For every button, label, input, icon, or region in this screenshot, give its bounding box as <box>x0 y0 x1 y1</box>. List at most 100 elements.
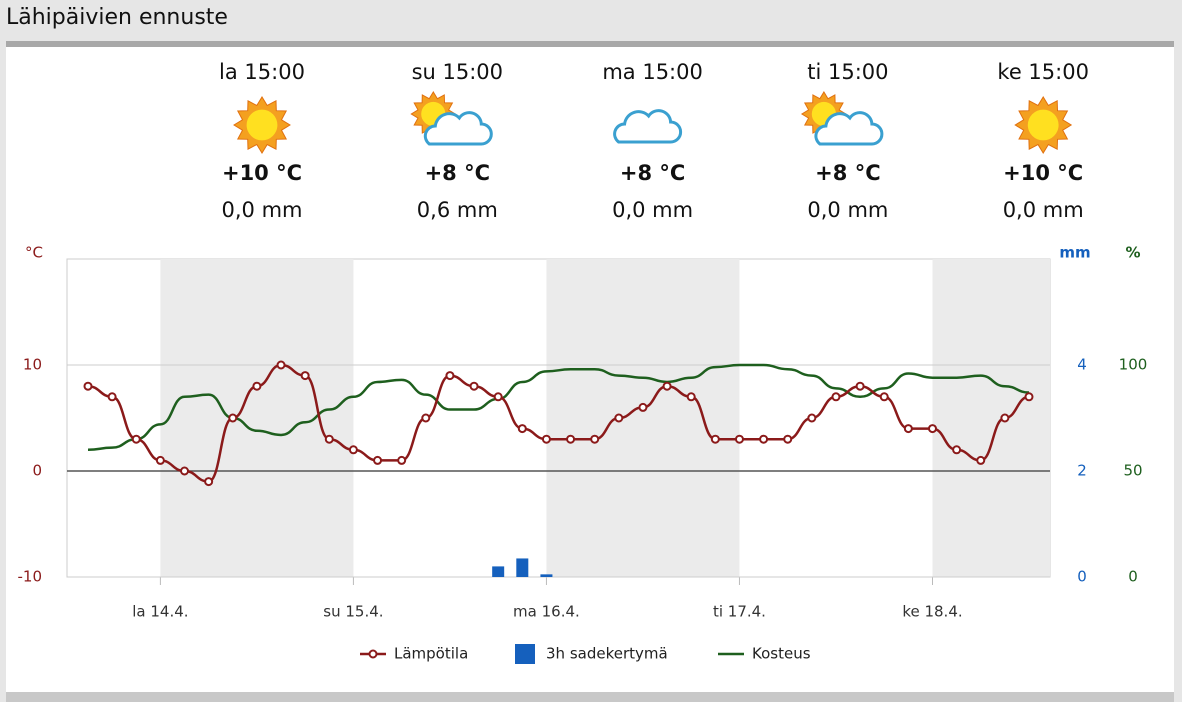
weather-icon <box>233 96 291 154</box>
legend-label: Lämpötila <box>394 645 468 663</box>
point <box>879 392 889 402</box>
legend-swatch <box>515 644 535 664</box>
y2-tick-label: 0 <box>1077 568 1087 586</box>
point <box>952 445 962 455</box>
sun-disc <box>1027 109 1059 141</box>
forecast-rain: 0,0 mm <box>807 198 888 222</box>
point <box>397 455 407 465</box>
cloud <box>814 111 884 146</box>
y-tick-label: 0 <box>32 462 42 480</box>
point <box>107 392 117 402</box>
point <box>324 434 334 444</box>
point <box>541 434 551 444</box>
point <box>590 434 600 444</box>
weather-icon <box>800 91 884 146</box>
point <box>710 434 720 444</box>
forecast-rain: 0,0 mm <box>612 198 693 222</box>
sun-disc <box>246 109 278 141</box>
forecast: la 15:00 +10 °C 0,0 mm su 15:00 +8 °C 0,6 mm m… <box>219 60 1089 222</box>
forecast-day: la 15:00 +10 °C 0,0 mm <box>219 60 305 222</box>
point <box>155 455 165 465</box>
point <box>855 381 865 391</box>
title-rule <box>6 41 1174 47</box>
point <box>228 413 238 423</box>
y-tick-label: -10 <box>18 568 43 586</box>
y-tick-label: 10 <box>23 356 42 374</box>
point <box>469 381 479 391</box>
point <box>300 371 310 381</box>
point <box>204 477 214 487</box>
point <box>348 445 358 455</box>
point <box>421 413 431 423</box>
legend-marker <box>368 649 378 659</box>
y3-axis-title: % <box>1125 244 1140 262</box>
point <box>180 466 190 476</box>
precip-bar <box>540 574 553 577</box>
forecast-rain: 0,0 mm <box>222 198 303 222</box>
forecast-time: ma 15:00 <box>602 60 703 84</box>
forecast-temp: +8 °C <box>425 161 490 185</box>
bottom-rule <box>6 692 1174 702</box>
precip-bar <box>492 566 505 577</box>
point <box>686 392 696 402</box>
x-tick-label: ma 16.4. <box>513 603 580 621</box>
precip-bar <box>516 558 529 577</box>
point <box>734 434 744 444</box>
point <box>373 455 383 465</box>
forecast-temp: +10 °C <box>222 161 302 185</box>
day-band <box>160 259 354 577</box>
point <box>1024 392 1034 402</box>
point <box>638 402 648 412</box>
point <box>903 424 913 434</box>
point <box>831 392 841 402</box>
point <box>493 392 503 402</box>
day-band <box>546 259 740 577</box>
cloud <box>613 109 683 144</box>
forecast-time: ke 15:00 <box>997 60 1089 84</box>
point <box>445 371 455 381</box>
y2-tick-label: 2 <box>1077 462 1087 480</box>
cloud <box>423 111 493 146</box>
weather-icon <box>410 91 493 146</box>
forecast-day: su 15:00 +8 °C 0,6 mm <box>410 60 503 222</box>
point <box>566 434 576 444</box>
y3-tick-label: 50 <box>1123 462 1142 480</box>
point <box>662 381 672 391</box>
forecast-temp: +10 °C <box>1003 161 1083 185</box>
forecast-day: ke 15:00 +10 °C 0,0 mm <box>997 60 1089 222</box>
point <box>131 434 141 444</box>
x-tick-label: ti 17.4. <box>713 603 766 621</box>
forecast-day: ti 15:00 +8 °C 0,0 mm <box>800 60 889 222</box>
y3-tick-label: 0 <box>1128 568 1138 586</box>
series-line <box>87 363 1030 483</box>
forecast-time: su 15:00 <box>412 60 503 84</box>
forecast-time: la 15:00 <box>219 60 305 84</box>
x-tick-label: su 15.4. <box>323 603 383 621</box>
point <box>517 424 527 434</box>
forecast-temp: +8 °C <box>620 161 685 185</box>
y3-tick-label: 100 <box>1119 356 1148 374</box>
point <box>759 434 769 444</box>
point <box>1000 413 1010 423</box>
y2-tick-label: 4 <box>1077 356 1087 374</box>
forecast-rain: 0,6 mm <box>417 198 498 222</box>
weather-icon <box>1014 96 1073 154</box>
chart: la 14.4. su 15.4. ma 16.4. ti 17.4. ke 18.4.… <box>18 244 1148 664</box>
point <box>614 413 624 423</box>
x-tick-label: ke 18.4. <box>902 603 962 621</box>
point <box>276 360 286 370</box>
forecast-temp: +8 °C <box>815 161 880 185</box>
point <box>976 455 986 465</box>
point <box>83 381 93 391</box>
legend-label: 3h sadekertymä <box>546 645 668 663</box>
point <box>252 381 262 391</box>
forecast-rain: 0,0 mm <box>1003 198 1084 222</box>
y-axis-title: °C <box>25 244 43 262</box>
widget-title: Lähipäivien ennuste <box>6 5 228 30</box>
day-band <box>932 259 1050 577</box>
point <box>807 413 817 423</box>
point <box>783 434 793 444</box>
weather-icon <box>613 109 683 144</box>
